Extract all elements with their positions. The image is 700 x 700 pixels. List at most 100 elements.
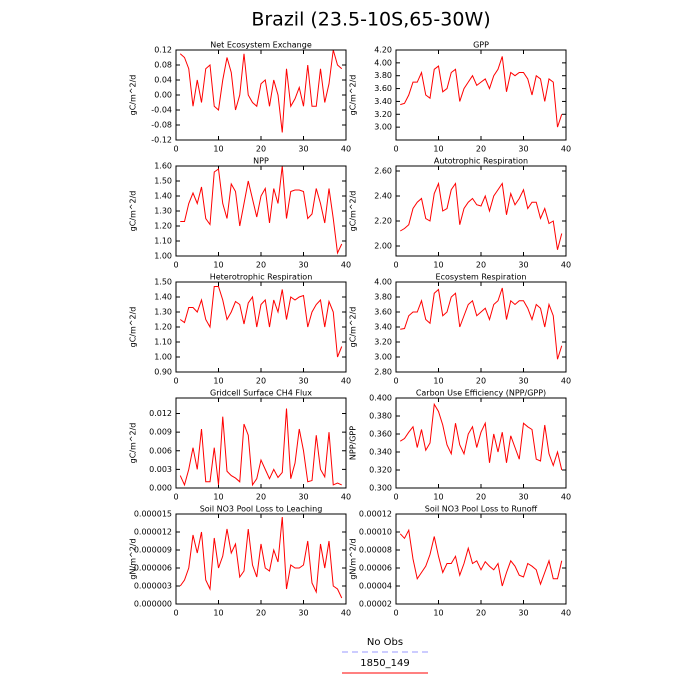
- y-tick-label: 0.009: [149, 428, 172, 437]
- x-tick-label: 20: [256, 609, 266, 618]
- x-tick-label: 10: [213, 493, 223, 502]
- y-tick-label: -0.08: [151, 121, 172, 130]
- y-axis-label: gC/m^2/d: [349, 191, 358, 232]
- panel-title: NPP: [253, 157, 269, 166]
- x-tick-label: 10: [433, 493, 443, 502]
- y-tick-label: 0.006: [149, 446, 172, 455]
- y-tick-label: 0.00004: [359, 582, 392, 591]
- plot-frame: [395, 513, 567, 605]
- x-tick-label: 0: [393, 261, 398, 270]
- series-line: [400, 56, 563, 128]
- y-tick-label: 0.00010: [359, 528, 392, 537]
- plot-frame: [395, 49, 567, 141]
- figure-title: Brazil (23.5-10S,65-30W): [251, 9, 490, 31]
- y-tick-label: 3.40: [374, 97, 392, 106]
- y-tick-label: 1.20: [154, 323, 172, 332]
- series-line: [399, 528, 563, 587]
- y-tick-label: 1.50: [154, 177, 172, 186]
- x-tick-label: 20: [256, 377, 266, 386]
- y-tick-label: 4.20: [374, 46, 392, 55]
- y-tick-label: 1.00: [154, 252, 172, 261]
- x-tick-label: 30: [518, 145, 528, 154]
- x-tick-label: 40: [341, 377, 351, 386]
- y-tick-label: 0.00012: [359, 510, 392, 519]
- y-tick-label: 0.12: [154, 46, 172, 55]
- y-axis-label: gC/m^2/d: [129, 191, 138, 232]
- x-tick-label: 10: [433, 145, 443, 154]
- x-tick-label: 0: [173, 493, 178, 502]
- y-tick-label: 3.20: [374, 110, 392, 119]
- y-tick-label: 0.012: [149, 409, 172, 418]
- x-tick-label: 30: [518, 261, 528, 270]
- y-tick-label: 1.40: [154, 293, 172, 302]
- x-tick-label: 0: [393, 493, 398, 502]
- y-tick-label: 0.320: [369, 466, 392, 475]
- panel-title: Gridcell Surface CH4 Flux: [210, 389, 312, 398]
- x-tick-label: 20: [476, 145, 486, 154]
- y-tick-label: 1.20: [154, 222, 172, 231]
- y-tick-label: 3.80: [374, 71, 392, 80]
- y-tick-label: 0.90: [154, 368, 172, 377]
- y-tick-label: 4.00: [374, 58, 392, 67]
- series-line: [179, 286, 343, 358]
- y-tick-label: -0.12: [151, 136, 172, 145]
- y-tick-label: 0.360: [369, 430, 392, 439]
- x-tick-label: 10: [213, 145, 223, 154]
- panel-title: Carbon Use Efficiency (NPP/GPP): [416, 389, 546, 398]
- x-tick-label: 30: [518, 609, 528, 618]
- y-tick-label: 3.40: [374, 323, 392, 332]
- x-tick-label: 20: [256, 145, 266, 154]
- x-tick-label: 10: [433, 261, 443, 270]
- y-tick-label: 0.04: [154, 76, 172, 85]
- y-tick-label: 2.00: [374, 242, 392, 251]
- x-tick-label: 40: [341, 261, 351, 270]
- x-tick-label: 0: [173, 609, 178, 618]
- y-axis-label: gC/m^2/d: [129, 423, 138, 464]
- panel-title: Autotrophic Respiration: [434, 157, 528, 166]
- x-tick-label: 40: [561, 145, 571, 154]
- x-tick-label: 40: [341, 609, 351, 618]
- y-tick-label: 3.00: [374, 123, 392, 132]
- x-tick-label: 20: [256, 261, 266, 270]
- y-tick-label: 2.20: [374, 217, 392, 226]
- y-tick-label: 0.000003: [134, 582, 172, 591]
- plot-frame: [175, 513, 347, 605]
- x-tick-label: 10: [213, 377, 223, 386]
- plot-frame: [175, 165, 347, 257]
- x-tick-label: 30: [298, 493, 308, 502]
- x-tick-label: 30: [298, 145, 308, 154]
- series-line: [179, 516, 343, 599]
- y-tick-label: 2.40: [374, 192, 392, 201]
- y-tick-label: 0.000006: [134, 564, 172, 573]
- x-tick-label: 40: [561, 377, 571, 386]
- y-tick-label: 1.10: [154, 237, 172, 246]
- series-line: [400, 287, 563, 360]
- y-axis-label: gN/m^2/d: [349, 538, 358, 579]
- plot-frame: [175, 281, 347, 373]
- y-tick-label: 4.00: [374, 278, 392, 287]
- x-tick-label: 40: [341, 493, 351, 502]
- y-tick-label: 1.60: [154, 162, 172, 171]
- y-tick-label: 3.20: [374, 338, 392, 347]
- y-tick-label: 0.300: [369, 484, 392, 493]
- series-line: [399, 402, 563, 471]
- x-tick-label: 0: [173, 377, 178, 386]
- y-tick-label: -0.04: [151, 106, 172, 115]
- x-tick-label: 30: [298, 377, 308, 386]
- y-tick-label: 0.00: [154, 91, 172, 100]
- y-axis-label: gN/m^2/d: [129, 538, 138, 579]
- y-axis-label: gC/m^2/d: [349, 307, 358, 348]
- plot-frame: [395, 397, 567, 489]
- x-tick-label: 10: [433, 377, 443, 386]
- x-tick-label: 20: [476, 493, 486, 502]
- panel-title: Soil NO3 Pool Loss to Leaching: [200, 505, 323, 514]
- x-tick-label: 0: [173, 145, 178, 154]
- x-tick-label: 40: [341, 145, 351, 154]
- x-tick-label: 0: [173, 261, 178, 270]
- legend-label: 1850_149: [360, 658, 410, 669]
- x-tick-label: 10: [213, 609, 223, 618]
- y-axis-label: gC/m^2/d: [349, 75, 358, 116]
- y-axis-label: NPP/GPP: [349, 426, 358, 460]
- y-tick-label: 2.80: [374, 368, 392, 377]
- y-tick-label: 1.30: [154, 207, 172, 216]
